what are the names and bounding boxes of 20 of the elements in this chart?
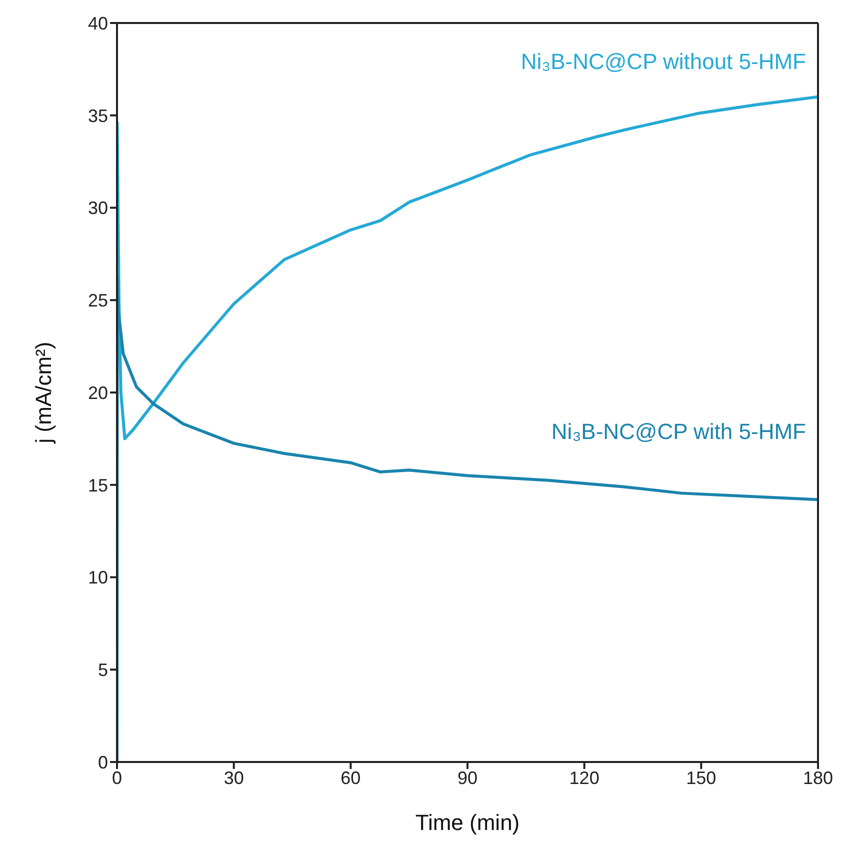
y-tick-label: 0 bbox=[98, 752, 108, 772]
x-tick-label: 90 bbox=[457, 768, 478, 788]
series-label: Ni₃B-NC@CP without 5-HMF bbox=[520, 48, 806, 75]
x-axis-title: Time (min) bbox=[415, 810, 520, 835]
y-axis-title: j (mA/cm²) bbox=[30, 342, 56, 444]
y-tick-label: 5 bbox=[98, 660, 108, 680]
y-tick-label: 10 bbox=[88, 568, 108, 588]
x-tick-label: 150 bbox=[686, 768, 716, 788]
y-tick-label: 30 bbox=[88, 198, 108, 218]
y-tick-label: 25 bbox=[88, 290, 108, 311]
y-tick-label: 35 bbox=[88, 106, 108, 126]
x-tick-label: 60 bbox=[340, 768, 361, 788]
x-tick-label: 180 bbox=[802, 768, 834, 788]
x-tick-label: 30 bbox=[224, 768, 244, 788]
y-tick-label: 40 bbox=[88, 13, 108, 34]
x-tick-label: 0 bbox=[112, 768, 122, 788]
y-tick-label: 15 bbox=[88, 475, 108, 496]
x-tick-label: 120 bbox=[569, 768, 600, 788]
y-tick-label: 20 bbox=[88, 382, 108, 403]
series-label: Ni₃B-NC@CP with 5-HMF bbox=[551, 418, 806, 445]
